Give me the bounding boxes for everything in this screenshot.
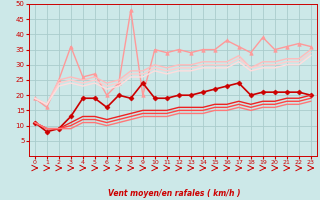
Text: Vent moyen/en rafales ( km/h ): Vent moyen/en rafales ( km/h ) xyxy=(108,189,241,198)
